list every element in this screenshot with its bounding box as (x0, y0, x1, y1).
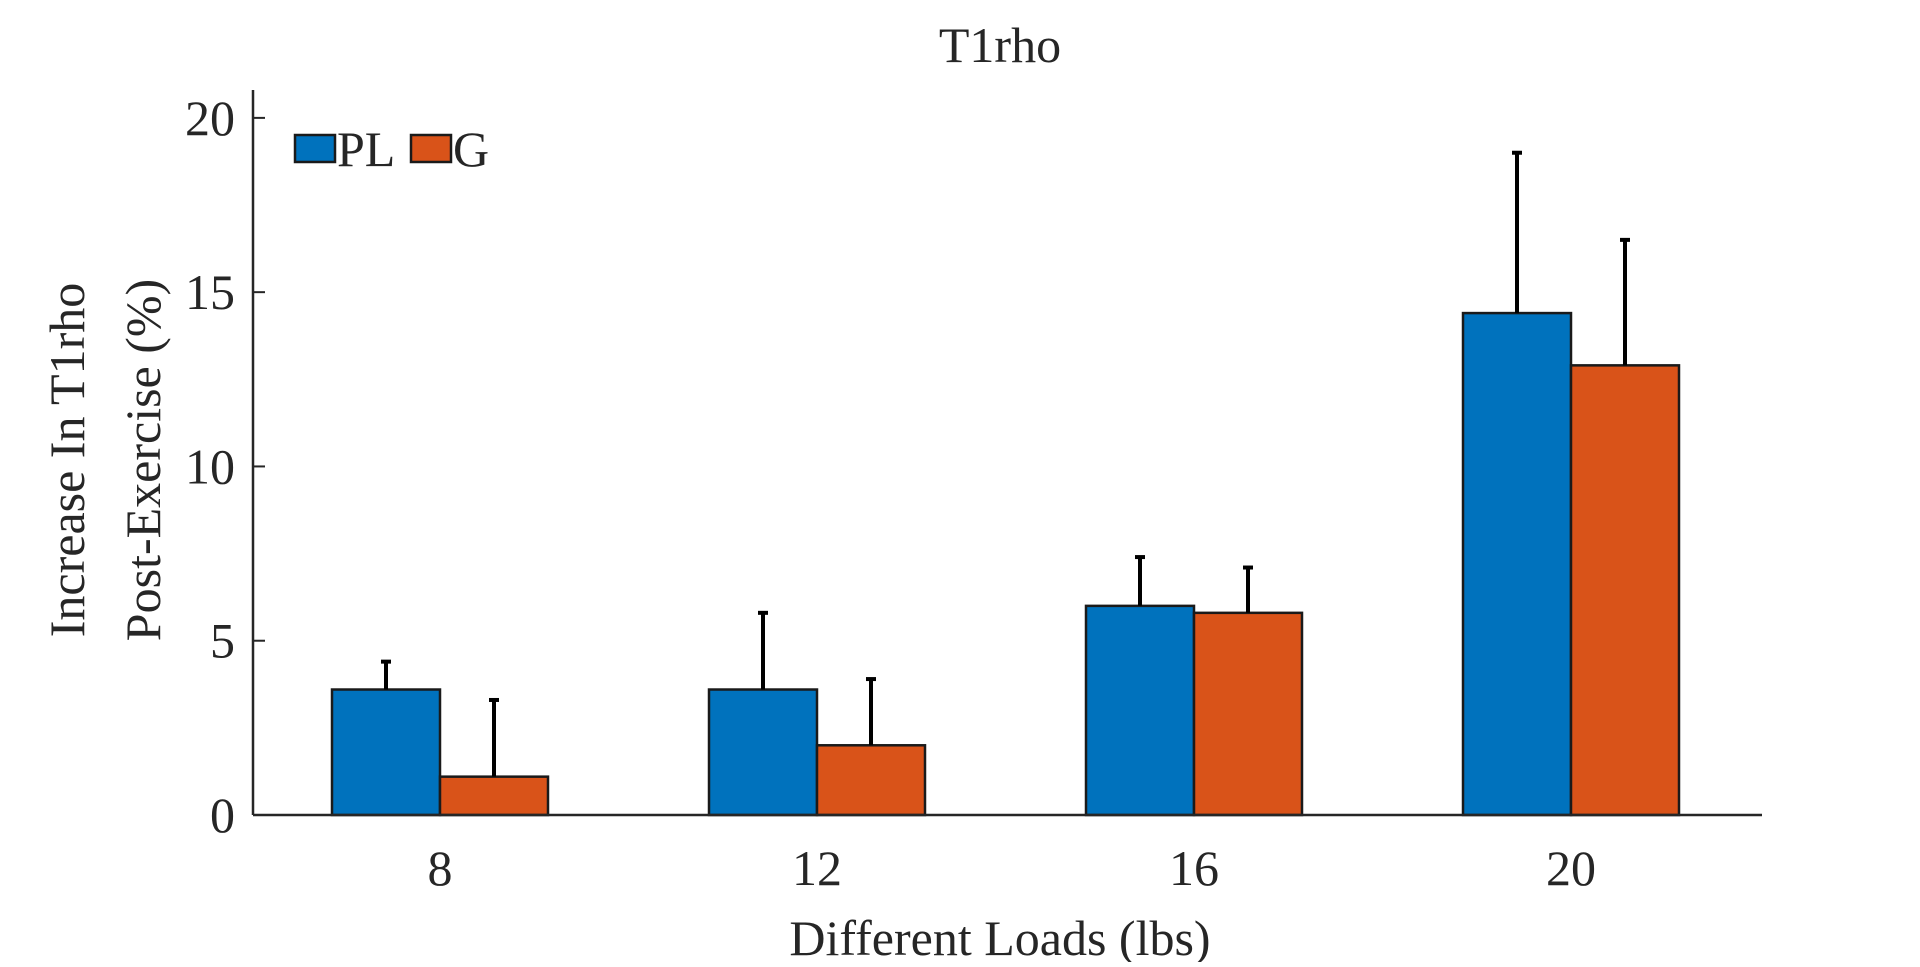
y-tick-label-20: 20 (185, 90, 235, 146)
bar-g-20 (1569, 364, 1681, 817)
y-tick-label-10: 10 (185, 438, 235, 494)
y-axis-label: Increase In T1rho Post-Exercise (%) (39, 279, 171, 641)
x-tick-label-12: 12 (792, 840, 842, 896)
bar-pl-20 (1461, 311, 1573, 817)
bar-g-12 (815, 744, 927, 817)
x-axis-label: Different Loads (lbs) (789, 910, 1210, 962)
plot-area (330, 150, 1681, 817)
bar-g-16 (1192, 611, 1304, 817)
y-axis-label-line2: Post-Exercise (%) (115, 279, 171, 641)
x-tick-label-8: 8 (428, 840, 453, 896)
legend-swatch-pl (293, 133, 337, 164)
y-tick-label-15: 15 (185, 264, 235, 320)
legend-label-pl: PL (337, 121, 395, 177)
legend: PL G (293, 121, 489, 177)
legend-swatch-g (409, 133, 453, 164)
bar-pl-12 (707, 688, 819, 817)
legend-label-g: G (453, 121, 489, 177)
chart-title: T1rho (939, 17, 1061, 73)
axes: 8 12 16 20 0 5 10 15 20 (185, 90, 1762, 896)
y-axis-label-line1: Increase In T1rho (39, 283, 95, 637)
x-tick-label-20: 20 (1546, 840, 1596, 896)
bar-pl-8 (330, 688, 442, 817)
y-tick-label-0: 0 (210, 787, 235, 843)
bar-g-8 (438, 775, 550, 817)
y-tick-label-5: 5 (210, 613, 235, 669)
bar-pl-16 (1084, 604, 1196, 817)
x-tick-label-16: 16 (1169, 840, 1219, 896)
